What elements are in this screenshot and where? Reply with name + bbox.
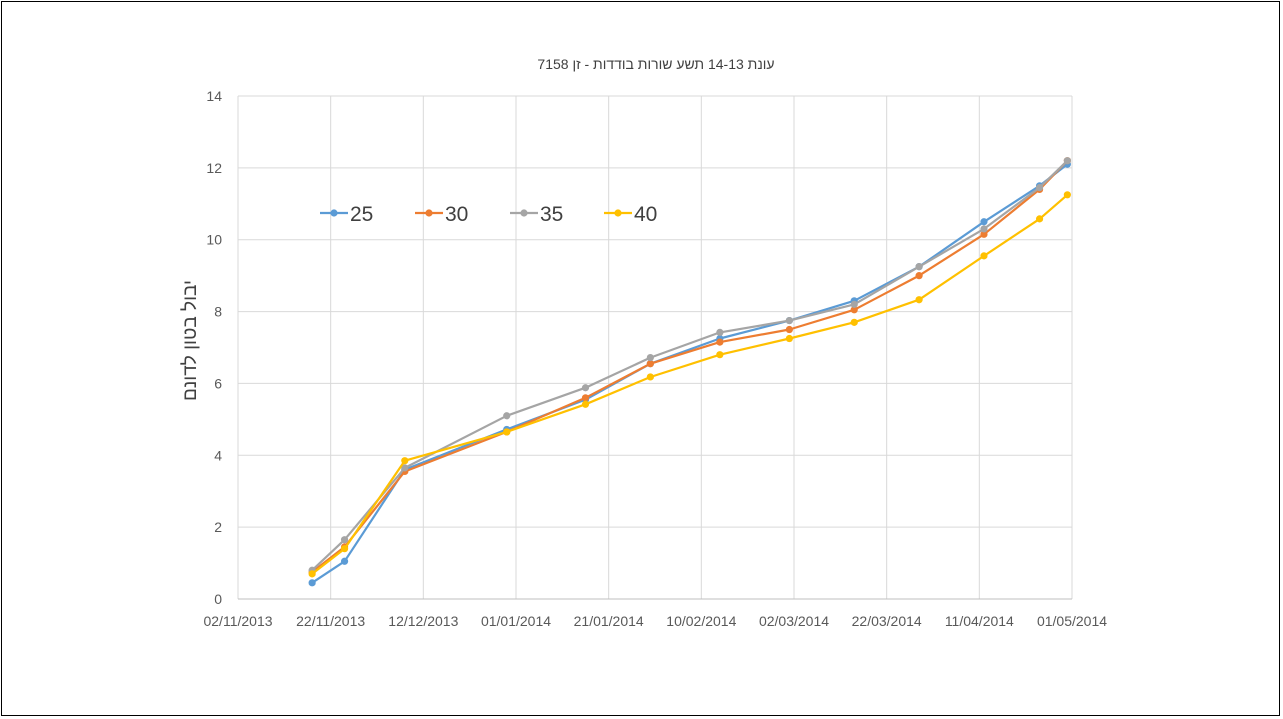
data-point	[581, 400, 590, 408]
legend-marker	[425, 209, 433, 217]
legend-label: 30	[445, 203, 468, 226]
data-point	[646, 373, 654, 381]
data-point	[503, 428, 511, 436]
y-tick-label: 4	[214, 447, 222, 463]
data-point	[850, 300, 858, 308]
legend-marker	[614, 209, 622, 217]
y-axis-title: יבול בטון לדונם	[180, 280, 201, 401]
y-tick-label: 2	[214, 519, 222, 535]
data-point	[785, 334, 793, 343]
x-tick-label: 22/03/2014	[852, 613, 922, 629]
series-35	[308, 157, 1071, 574]
data-point	[980, 218, 988, 226]
data-point	[785, 316, 793, 325]
data-point	[785, 325, 793, 334]
legend-item-30: 30	[415, 203, 468, 226]
y-tick-label: 12	[206, 160, 222, 176]
x-tick-label: 01/05/2014	[1037, 613, 1107, 629]
data-point	[340, 536, 349, 544]
y-tick-label: 10	[206, 232, 222, 248]
legend-item-40: 40	[604, 203, 657, 226]
data-point	[401, 464, 409, 472]
data-point	[340, 557, 349, 565]
series-line-25	[311, 163, 1069, 584]
y-tick-label: 0	[214, 591, 222, 607]
legend-label: 25	[350, 203, 373, 226]
x-tick-label: 22/11/2013	[296, 613, 365, 629]
data-point	[915, 272, 923, 280]
data-point	[716, 338, 724, 346]
data-point	[980, 252, 988, 260]
data-point	[503, 412, 511, 420]
data-point	[340, 545, 349, 553]
x-tick-label: 02/03/2014	[759, 613, 829, 629]
data-point	[980, 230, 988, 238]
data-point	[646, 360, 654, 368]
x-tick-label: 02/11/2013	[203, 613, 272, 629]
series-line-40	[311, 193, 1069, 575]
chart-title: עונת 14-13 תשע שורות בודדות - זן 7158	[537, 56, 774, 72]
data-point	[915, 263, 923, 271]
legend-label: 35	[540, 203, 563, 226]
data-point	[1063, 157, 1071, 165]
data-point	[980, 225, 988, 233]
x-tick-label: 12/12/2013	[388, 613, 458, 629]
x-tick-label: 11/04/2014	[945, 613, 1014, 629]
data-point	[850, 318, 858, 326]
y-tick-label: 14	[206, 88, 222, 104]
data-point	[308, 570, 316, 578]
data-point	[308, 579, 316, 587]
legend-label: 40	[634, 203, 657, 226]
series-40	[308, 191, 1071, 578]
data-point	[850, 306, 858, 314]
y-tick-label: 6	[214, 375, 222, 391]
data-point	[1035, 215, 1044, 223]
data-point	[915, 296, 923, 304]
x-tick-label: 01/01/2014	[481, 613, 551, 629]
data-point	[581, 384, 590, 392]
series-line-30	[311, 159, 1069, 573]
y-tick-label: 8	[214, 304, 222, 320]
data-point	[716, 351, 724, 359]
data-point	[581, 394, 590, 402]
data-point	[1035, 184, 1044, 192]
data-point	[716, 328, 724, 337]
x-tick-label: 10/02/2014	[666, 613, 736, 629]
x-tick-label: 21/01/2014	[574, 613, 644, 629]
data-point	[646, 353, 654, 362]
legend-marker	[330, 209, 338, 217]
legend-item-25: 25	[320, 203, 373, 226]
data-point	[1063, 191, 1071, 199]
data-point	[401, 457, 409, 465]
legend-item-35: 35	[510, 203, 563, 226]
legend-marker	[520, 209, 528, 217]
